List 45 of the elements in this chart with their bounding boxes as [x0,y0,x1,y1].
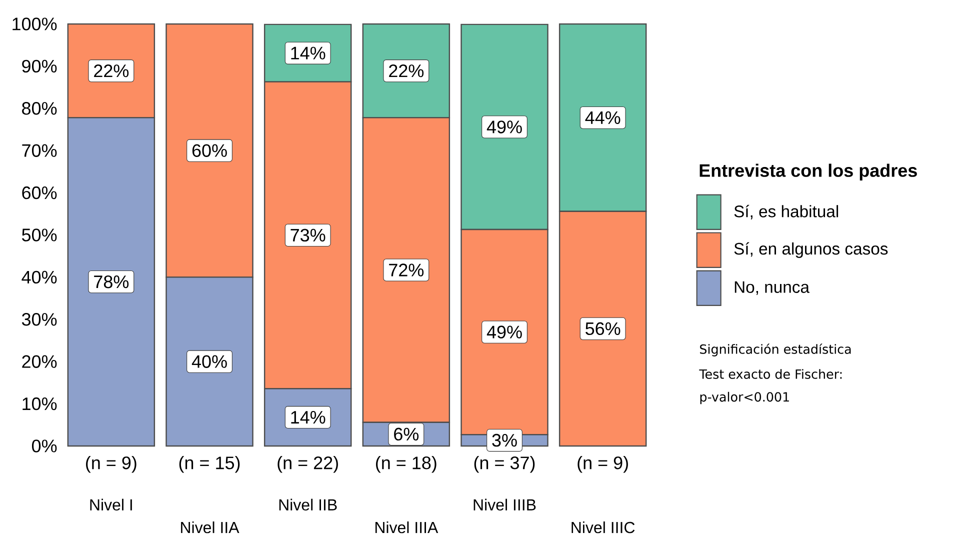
data-label: 22% [389,64,424,78]
y-tick-label: 10% [22,397,57,410]
x-tick-label: (n = 18) [376,456,436,473]
y-tick-label: 90% [22,60,57,73]
text: p-valor<0.001 [700,392,789,404]
legend-label: Sí, en algunos casos [734,242,888,258]
x-tick-label: (n = 9) [578,456,628,473]
data-label: 14% [291,46,326,60]
text: Nivel IIB [279,498,337,511]
data-label: 44% [585,111,620,124]
data-label: 73% [290,228,326,242]
data-label: 3% [492,434,517,447]
data-label: 49% [486,120,522,134]
x-tick-label: (n = 22) [278,456,338,473]
y-tick-label: 30% [22,313,57,326]
text: Nivel IIIC [572,521,635,534]
text: Nivel IIIB [474,498,536,511]
legend-title: Entrevista con los padres [700,164,917,181]
x-tick-label: (n = 37) [474,456,535,473]
y-tick-label: 0% [32,440,57,452]
text: Nivel IIIA [375,521,438,534]
text: Nivel IIA [181,521,240,534]
data-label: 49% [486,326,522,338]
text: Nivel I [90,498,132,511]
y-tick-label: 20% [22,355,57,368]
data-label: 6% [394,428,419,441]
data-label: 72% [389,264,424,276]
data-label: 22% [94,64,129,78]
legend-label: Sí, es habitual [734,204,838,220]
data-label: 78% [94,275,129,288]
y-tick-label: 80% [22,102,57,115]
y-tick-label: 50% [22,228,57,242]
y-tick-label: 60% [22,186,57,200]
data-label: 14% [291,411,326,424]
y-tick-label: 70% [22,144,57,157]
y-tick-label: 100% [12,18,57,30]
text: Test exacto de Fischer: [699,369,842,379]
text: Significación estadística [700,344,851,356]
x-tick-label: (n = 9) [86,456,136,473]
data-label: 60% [192,144,227,157]
legend-label: No, nunca [734,281,810,295]
data-label: 40% [192,355,227,368]
data-label: 56% [586,322,620,336]
x-tick-label: (n = 15) [179,456,240,473]
y-tick-label: 40% [22,270,57,284]
